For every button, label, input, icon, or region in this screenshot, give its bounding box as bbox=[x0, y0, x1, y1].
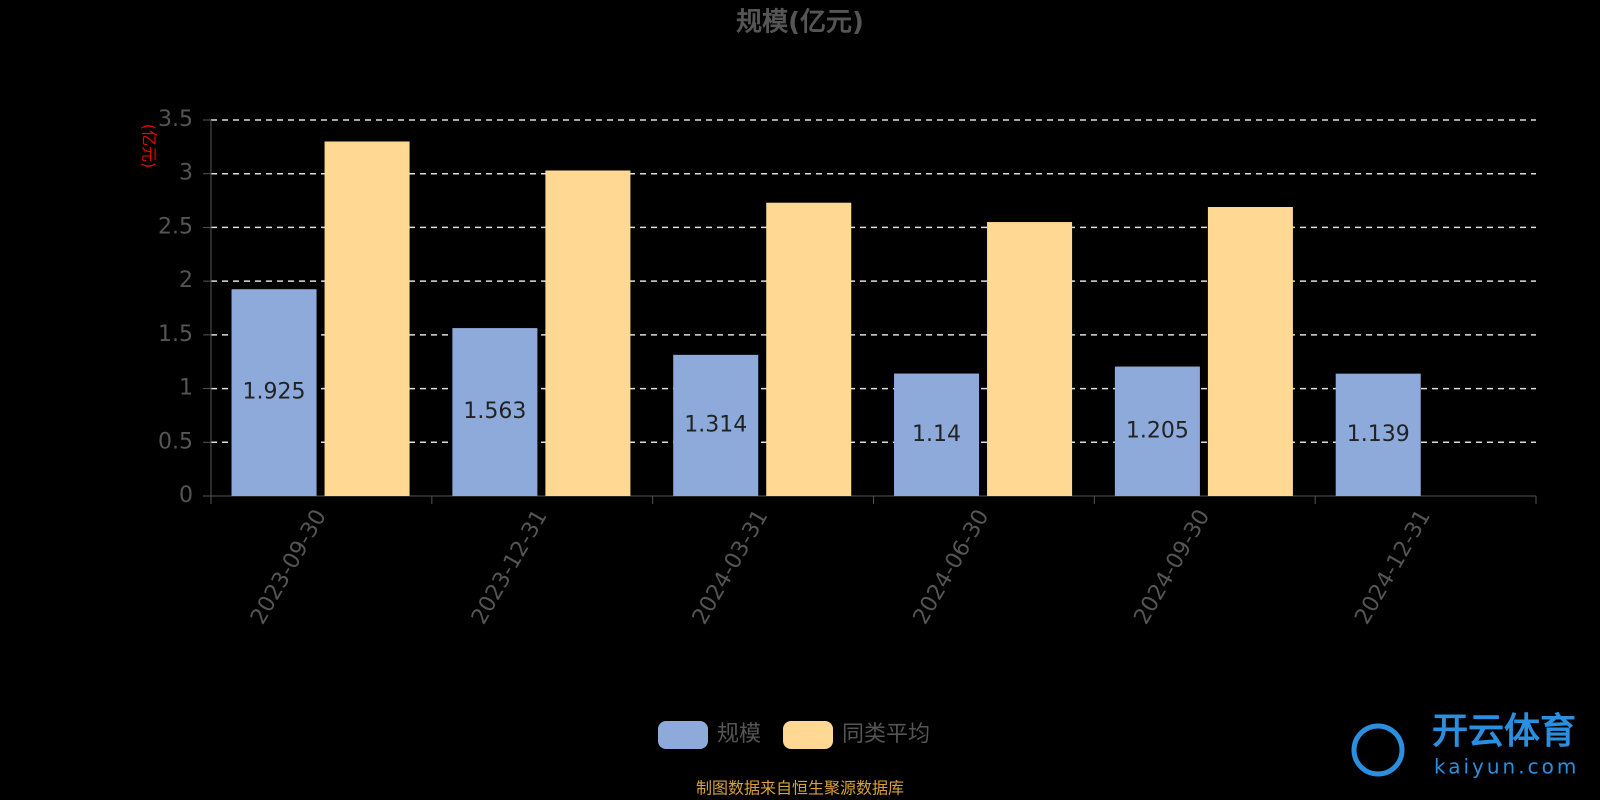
bar bbox=[894, 373, 980, 496]
y-axis-label: (亿元) bbox=[140, 124, 159, 169]
data-label: 1.314 bbox=[684, 412, 747, 437]
bar bbox=[1335, 373, 1421, 496]
y-tick-label: 2 bbox=[179, 268, 193, 293]
data-label: 1.205 bbox=[1126, 418, 1189, 443]
y-tick-label: 3.5 bbox=[158, 107, 193, 132]
bar bbox=[231, 289, 317, 496]
watermark-brand: 开云体育 bbox=[1432, 711, 1576, 752]
watermark: 开云体育 kaiyun.com bbox=[1351, 711, 1579, 779]
data-label: 1.563 bbox=[463, 399, 526, 424]
data-label: 1.14 bbox=[912, 422, 961, 447]
legend: 规模 同类平均 bbox=[658, 721, 930, 749]
legend-swatch bbox=[658, 721, 708, 749]
logo-icon bbox=[1351, 723, 1405, 777]
bar bbox=[766, 202, 852, 496]
source-note: 制图数据来自恒生聚源数据库 bbox=[696, 779, 904, 798]
data-label: 1.925 bbox=[243, 380, 306, 405]
chart-title: 规模(亿元) bbox=[736, 8, 864, 38]
bar bbox=[673, 354, 759, 496]
data-label: 1.139 bbox=[1347, 422, 1410, 447]
y-tick-label: 1.5 bbox=[158, 322, 193, 347]
y-tick-label: 0.5 bbox=[158, 429, 193, 454]
y-tick-label: 2.5 bbox=[158, 214, 193, 239]
bar bbox=[324, 141, 410, 496]
y-tick-label: 1 bbox=[179, 376, 193, 401]
legend-label[interactable]: 规模 bbox=[717, 722, 761, 747]
legend-label[interactable]: 同类平均 bbox=[842, 722, 930, 747]
bar bbox=[545, 170, 631, 496]
bar bbox=[987, 222, 1073, 497]
bar bbox=[1207, 207, 1293, 496]
bar bbox=[1114, 366, 1200, 496]
watermark-site: kaiyun.com bbox=[1434, 755, 1579, 779]
bar bbox=[452, 328, 538, 496]
y-tick-label: 0 bbox=[179, 483, 193, 508]
y-tick-label: 3 bbox=[179, 161, 193, 186]
legend-swatch bbox=[783, 721, 834, 749]
